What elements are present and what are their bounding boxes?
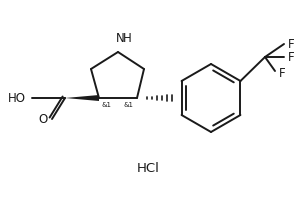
Text: N: N [116,32,124,45]
Text: F: F [279,67,286,80]
Text: H: H [123,32,132,45]
Text: F: F [288,50,295,63]
Text: HO: HO [8,91,26,104]
Text: F: F [288,37,295,50]
Text: &1: &1 [124,102,134,108]
Text: HCl: HCl [136,162,160,174]
Polygon shape [65,95,99,101]
Text: O: O [39,112,48,125]
Text: &1: &1 [102,102,112,108]
